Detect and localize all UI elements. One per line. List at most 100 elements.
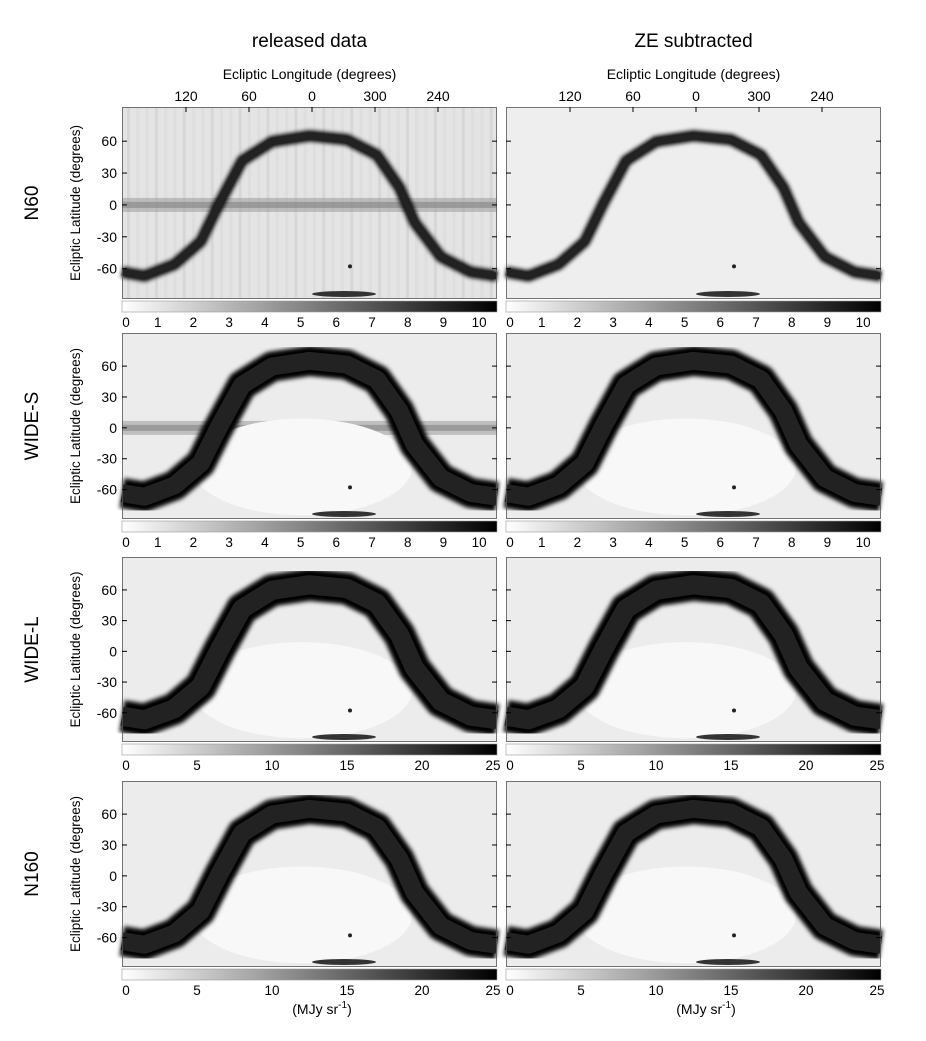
sky-map-panel	[505, 107, 882, 299]
colorbar-tick-label: 1	[538, 315, 546, 330]
sky-map-panel	[119, 781, 500, 967]
colorbar-tick-label: 7	[368, 315, 376, 330]
colorbar-tick-label: 6	[333, 535, 341, 550]
colorbar-unit-label: (MJy sr-1)	[292, 1000, 351, 1017]
colorbar-tick-label: 3	[609, 535, 617, 550]
colorbar-tick-label: 4	[645, 315, 653, 330]
colorbar-tick-label: 9	[440, 535, 448, 550]
latitude-tick-label: 0	[109, 868, 117, 884]
longitude-tick-label: 0	[692, 88, 700, 104]
colorbar-tick-label: 9	[440, 315, 448, 330]
colorbar-tick-label: 2	[574, 315, 582, 330]
latitude-tick-label: -30	[97, 899, 117, 915]
colorbar-tick-label: 0	[506, 758, 514, 773]
colorbar-tick-label: 20	[414, 758, 429, 773]
colorbar	[121, 520, 498, 533]
colorbar-tick-label: 7	[752, 535, 760, 550]
sky-map-panel	[119, 557, 500, 742]
longitude-tick-label: 300	[363, 88, 387, 104]
colorbar-tick-label: 10	[856, 535, 871, 550]
colorbar-tick-label: 10	[472, 315, 487, 330]
colorbar	[505, 743, 882, 756]
latitude-axis-label: Ecliptic Latitude (degrees)	[68, 796, 83, 952]
colorbar-tick-label: 15	[339, 983, 354, 998]
latitude-tick-label: 60	[101, 806, 117, 822]
colorbar-tick-label: 20	[414, 983, 429, 998]
longitude-tick-label: 120	[174, 88, 198, 104]
latitude-tick-label: 0	[109, 420, 117, 436]
colorbar-tick-label: 3	[225, 315, 233, 330]
colorbar-tick-label: 0	[122, 535, 130, 550]
colorbar-tick-label: 8	[404, 315, 412, 330]
colorbar-tick-label: 10	[856, 315, 871, 330]
colorbar-tick-label: 5	[193, 983, 201, 998]
colorbar-tick-label: 2	[190, 315, 198, 330]
colorbar-tick-label: 10	[648, 983, 663, 998]
colorbar-tick-label: 5	[681, 315, 689, 330]
latitude-tick-label: 60	[101, 358, 117, 374]
colorbar-tick-label: 6	[717, 315, 725, 330]
longitude-axis-label: Ecliptic Longitude (degrees)	[607, 66, 781, 82]
colorbar-tick-label: 8	[788, 315, 796, 330]
latitude-tick-label: 30	[101, 613, 117, 629]
latitude-tick-label: 60	[101, 133, 117, 149]
colorbar-tick-label: 0	[122, 758, 130, 773]
colorbar-tick-label: 7	[752, 315, 760, 330]
colorbar-tick-label: 0	[506, 315, 514, 330]
colorbar-tick-label: 1	[538, 535, 546, 550]
latitude-tick-label: 0	[109, 643, 117, 659]
colorbar	[121, 968, 498, 981]
colorbar-tick-label: 25	[869, 758, 884, 773]
colorbar-tick-label: 5	[297, 535, 305, 550]
colorbar-tick-label: 4	[261, 315, 269, 330]
longitude-tick-label: 120	[558, 88, 582, 104]
colorbar-tick-label: 3	[609, 315, 617, 330]
row-label: WIDE-L	[22, 616, 43, 683]
latitude-tick-label: -30	[97, 451, 117, 467]
latitude-tick-label: 0	[109, 197, 117, 213]
colorbar-tick-label: 0	[506, 535, 514, 550]
colorbar-tick-label: 8	[404, 535, 412, 550]
colorbar	[121, 743, 498, 756]
colorbar-unit-label: (MJy sr-1)	[676, 1000, 735, 1017]
colorbar-tick-label: 7	[368, 535, 376, 550]
latitude-tick-label: -30	[97, 674, 117, 690]
latitude-tick-label: -60	[97, 705, 117, 721]
sky-map-panel	[503, 557, 884, 742]
latitude-tick-label: 30	[101, 165, 117, 181]
colorbar-tick-label: 25	[485, 983, 500, 998]
row-label: N60	[22, 186, 43, 221]
longitude-tick-label: 60	[625, 88, 641, 104]
colorbar-tick-label: 1	[154, 315, 162, 330]
sky-map-panel	[119, 333, 500, 519]
colorbar-tick-label: 10	[264, 983, 279, 998]
column-title: ZE subtracted	[634, 31, 752, 52]
sky-map-panel	[503, 781, 884, 967]
colorbar-tick-label: 5	[577, 983, 585, 998]
colorbar	[505, 520, 882, 533]
latitude-tick-label: -60	[97, 930, 117, 946]
colorbar-tick-label: 15	[339, 758, 354, 773]
latitude-tick-label: 60	[101, 582, 117, 598]
colorbar-tick-label: 8	[788, 535, 796, 550]
colorbar-tick-label: 25	[485, 758, 500, 773]
colorbar-tick-label: 15	[723, 758, 738, 773]
colorbar-tick-label: 25	[869, 983, 884, 998]
longitude-tick-label: 60	[241, 88, 257, 104]
colorbar-tick-label: 5	[193, 758, 201, 773]
latitude-axis-label: Ecliptic Latitude (degrees)	[68, 125, 83, 281]
colorbar-tick-label: 10	[472, 535, 487, 550]
longitude-tick-label: 300	[747, 88, 771, 104]
longitude-tick-label: 0	[308, 88, 316, 104]
latitude-tick-label: 30	[101, 389, 117, 405]
colorbar-tick-label: 20	[798, 758, 813, 773]
colorbar-tick-label: 10	[648, 758, 663, 773]
colorbar-tick-label: 10	[264, 758, 279, 773]
colorbar-tick-label: 3	[225, 535, 233, 550]
colorbar-tick-label: 5	[681, 535, 689, 550]
colorbar-tick-label: 15	[723, 983, 738, 998]
sky-map-panel	[503, 333, 884, 519]
latitude-tick-label: -60	[97, 482, 117, 498]
longitude-tick-label: 240	[426, 88, 450, 104]
colorbar-tick-label: 1	[154, 535, 162, 550]
